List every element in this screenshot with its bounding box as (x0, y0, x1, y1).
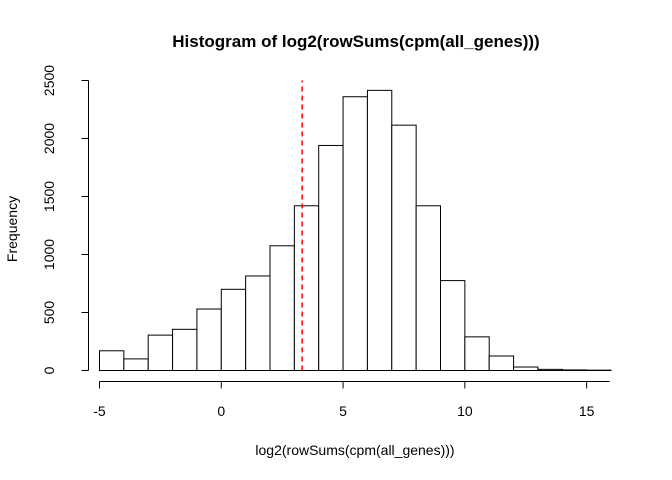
x-tick-label: 0 (217, 403, 225, 419)
bars-group (99, 89, 612, 372)
histogram-bar (537, 368, 563, 371)
histogram-bar (391, 124, 417, 371)
histogram-bar (513, 366, 539, 371)
histogram-bar (245, 275, 271, 371)
y-tick-label: 1000 (41, 239, 57, 270)
y-tick-label: 0 (41, 366, 57, 374)
histogram-bar (220, 288, 247, 371)
chart-title: Histogram of log2(rowSums(cpm(all_genes)… (172, 32, 539, 51)
histogram-bar (415, 205, 441, 371)
histogram-bar (342, 96, 368, 372)
histogram-bar (464, 336, 490, 371)
x-tick-label: 5 (339, 403, 347, 419)
histogram-bar (561, 369, 588, 372)
y-tick-label: 1500 (41, 181, 57, 212)
x-tick-label: 15 (579, 403, 595, 419)
x-axis-label: log2(rowSums(cpm(all_genes))) (255, 442, 454, 458)
histogram-bar (366, 89, 393, 372)
histogram-bar (488, 355, 515, 371)
x-tick-label: 10 (457, 403, 473, 419)
y-axis: 0 500 1000 1500 2000 2500 (41, 65, 89, 374)
histogram-bar (318, 144, 344, 371)
histogram-bar (172, 328, 198, 372)
y-tick-label: 500 (41, 301, 57, 325)
x-axis: -5 0 5 10 15 (93, 381, 610, 419)
x-tick-label: -5 (93, 403, 106, 419)
histogram-bar (269, 245, 295, 371)
y-tick-label: 2000 (41, 123, 57, 154)
histogram-bar (293, 205, 320, 371)
histogram-bar (196, 308, 222, 371)
histogram-bar (147, 334, 174, 371)
histogram-bar (99, 350, 125, 371)
histogram-bar (123, 358, 149, 371)
y-axis-label: Frequency (4, 196, 20, 262)
y-tick-label: 2500 (41, 65, 57, 96)
histogram-bar (440, 280, 466, 372)
